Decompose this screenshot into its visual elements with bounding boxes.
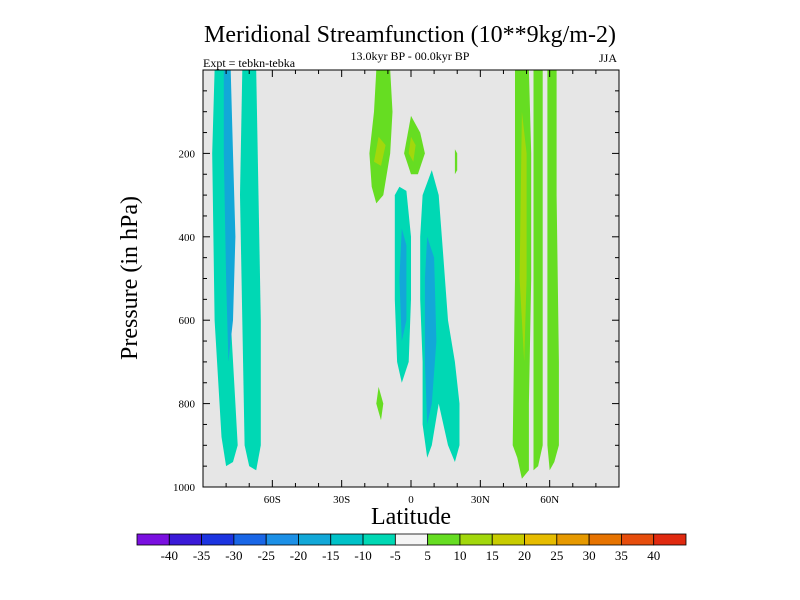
colorbar-label: -40 bbox=[161, 548, 178, 563]
contour-nh-midlat-core bbox=[519, 111, 527, 362]
contour-nh-upper-cell-1 bbox=[369, 70, 393, 204]
colorbar-label: -20 bbox=[290, 548, 307, 563]
y-tick-label: 200 bbox=[179, 148, 196, 160]
contour-nh-upper-peak-1 bbox=[374, 136, 386, 166]
colorbar-swatch bbox=[298, 533, 332, 546]
colorbar-swatch bbox=[136, 533, 170, 546]
chart-subtitle: 13.0kyr BP - 00.0kyr BP bbox=[351, 49, 470, 63]
colorbar-swatch bbox=[556, 533, 590, 546]
contour-antarctic-cell-1 bbox=[212, 70, 238, 467]
colorbar-label: -10 bbox=[354, 548, 371, 563]
contour-nh-midlat-cell-2 bbox=[533, 70, 543, 471]
contour-tropical-core-right bbox=[424, 236, 437, 425]
colorbar-label: -30 bbox=[225, 548, 242, 563]
colorbar-swatch bbox=[330, 533, 364, 546]
x-tick-label: 60S bbox=[264, 494, 281, 506]
season-annotation: JJA bbox=[599, 51, 617, 65]
colorbar-swatch bbox=[588, 533, 622, 546]
colorbar-swatch bbox=[491, 533, 525, 546]
x-tick-label: 60N bbox=[540, 494, 559, 506]
colorbar-swatch bbox=[394, 533, 429, 546]
colorbar-swatch bbox=[427, 533, 461, 546]
colorbar-swatch bbox=[524, 533, 558, 546]
colorbar-label: 25 bbox=[550, 548, 563, 563]
colorbar-label: 20 bbox=[518, 548, 531, 563]
chart-title: Meridional Streamfunction (10**9kg/m-2) bbox=[204, 22, 616, 48]
colorbar-label: 15 bbox=[486, 548, 499, 563]
contour-tropical-core-left bbox=[399, 228, 407, 342]
colorbar-label: 5 bbox=[424, 548, 431, 563]
colorbar-swatch bbox=[201, 533, 235, 546]
y-tick-label: 400 bbox=[179, 232, 196, 244]
colorbar-swatch bbox=[621, 533, 655, 546]
colorbar-label: -5 bbox=[390, 548, 401, 563]
colorbar-label: 35 bbox=[615, 548, 628, 563]
colorbar-swatch bbox=[362, 533, 396, 546]
x-tick-label: 30S bbox=[333, 494, 350, 506]
y-tick-label: 1000 bbox=[173, 482, 196, 494]
contour-nh-upper-peak-2 bbox=[408, 136, 416, 162]
colorbar-label: -15 bbox=[322, 548, 339, 563]
contour-nh-upper-cell-3 bbox=[454, 149, 458, 175]
x-tick-label: 30N bbox=[471, 494, 490, 506]
colorbar-swatch bbox=[168, 533, 202, 546]
colorbar-swatch bbox=[233, 533, 267, 546]
y-tick-label: 600 bbox=[179, 315, 196, 327]
contour-antarctic-cell-2 bbox=[223, 70, 236, 362]
colorbar-swatch bbox=[459, 533, 493, 546]
colorbar-swatch bbox=[265, 533, 299, 546]
colorbar-label: 30 bbox=[583, 548, 596, 563]
colorbar-label: 10 bbox=[453, 548, 466, 563]
colorbar: -40 -35 -30 -25 -20 -15 -10 -5 5 10 15 20 25 30 35 40 bbox=[136, 533, 687, 563]
colorbar-label: -35 bbox=[193, 548, 210, 563]
colorbar-label: -25 bbox=[258, 548, 275, 563]
experiment-annotation: Expt = tebkn-tebka bbox=[203, 56, 296, 70]
contour-antarctic-cell-3 bbox=[240, 70, 261, 471]
plot-area: 60S 30S 0 30N 60N 200 400 600 800 1000 bbox=[173, 69, 620, 506]
contour-tropical-low-blob bbox=[376, 386, 384, 421]
y-axis-label: Pressure (in hPa) bbox=[117, 196, 143, 360]
colorbar-swatch bbox=[653, 533, 687, 546]
contour-regions bbox=[212, 70, 559, 479]
y-tick-label: 800 bbox=[179, 399, 196, 411]
x-axis-label: Latitude bbox=[371, 504, 451, 530]
x-tick-label: 0 bbox=[408, 494, 414, 506]
axis-ticks: 60S 30S 0 30N 60N 200 400 600 800 1000 bbox=[173, 70, 619, 506]
contour-nh-midlat-cell-3 bbox=[547, 70, 559, 471]
colorbar-label: 40 bbox=[647, 548, 660, 563]
